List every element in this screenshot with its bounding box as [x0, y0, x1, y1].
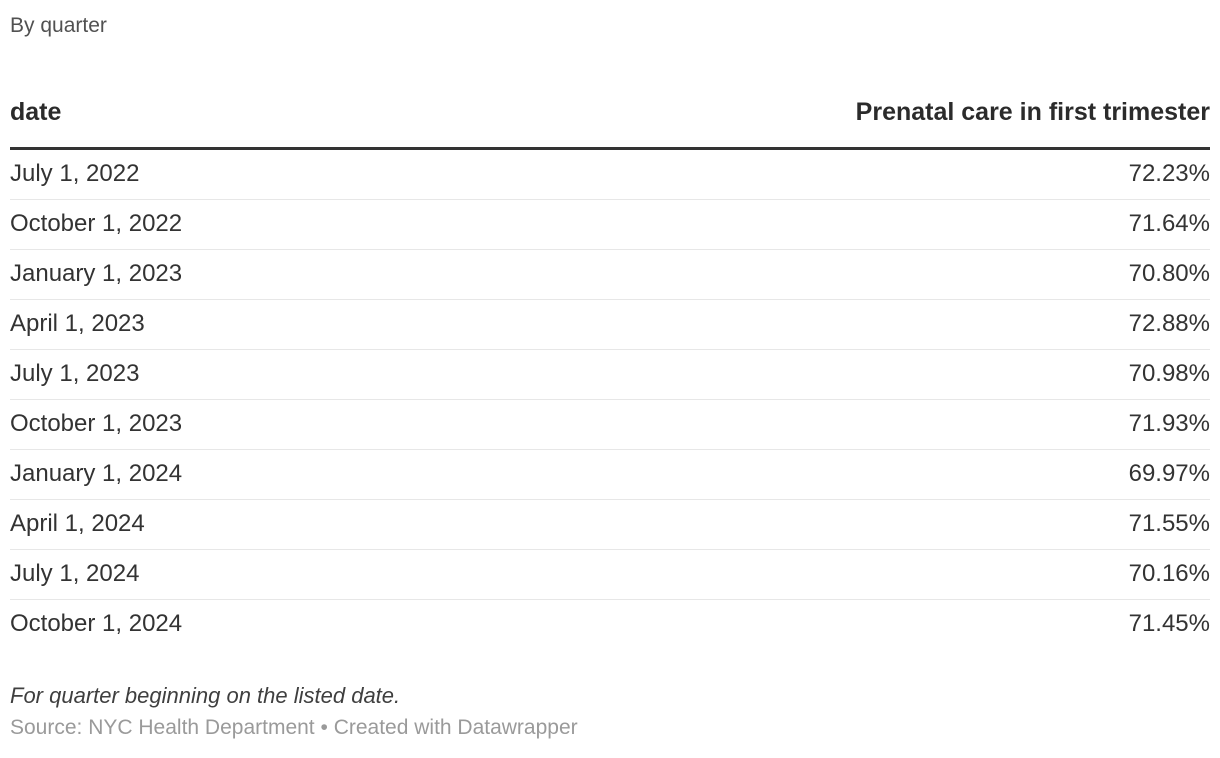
- table-body: July 1, 2022 72.23% October 1, 2022 71.64% J…: [10, 148, 1210, 650]
- table-row: January 1, 2023 70.80%: [10, 249, 1210, 300]
- header-row: date Prenatal care in first trimester: [10, 97, 1210, 150]
- date-cell: October 1, 2024: [10, 610, 183, 637]
- date-cell: January 1, 2023: [10, 249, 610, 300]
- column-header-prenatal-care: Prenatal care in first trimester: [610, 97, 1210, 150]
- source-separator: •: [320, 716, 328, 739]
- value-cell: 71.55%: [610, 499, 1210, 550]
- table-row: April 1, 2024 71.55%: [10, 499, 1210, 550]
- table-row: October 1, 2022 71.64%: [10, 199, 1210, 250]
- table-row: July 1, 2022 72.23%: [10, 148, 1210, 200]
- value-cell: 69.97%: [610, 449, 1210, 500]
- table-row: July 1, 2024 70.16%: [10, 549, 1210, 600]
- value-cell: 71.64%: [610, 199, 1210, 250]
- table-row: October 1, 2024 71.45%: [10, 600, 1210, 650]
- value-cell: 72.23%: [610, 148, 1210, 200]
- value-cell: 71.45%: [1128, 610, 1210, 637]
- table-intro: By quarter: [10, 14, 107, 37]
- table-row: January 1, 2024 69.97%: [10, 449, 1210, 500]
- value-cell: 71.93%: [610, 399, 1210, 450]
- table-row: April 1, 2023 72.88%: [10, 299, 1210, 350]
- table-note: For quarter beginning on the listed date…: [10, 683, 401, 708]
- date-cell: October 1, 2023: [10, 399, 610, 450]
- date-cell: July 1, 2022: [10, 148, 610, 200]
- table-row: October 1, 2023 71.93%: [10, 399, 1210, 450]
- table-header: date Prenatal care in first trimester: [10, 97, 1210, 150]
- source-text: Source: NYC Health Department: [10, 716, 315, 739]
- date-cell: July 1, 2023: [10, 349, 610, 400]
- date-cell: April 1, 2023: [10, 299, 610, 350]
- table-row: July 1, 2023 70.98%: [10, 349, 1210, 400]
- value-cell: 70.98%: [610, 349, 1210, 400]
- column-header-date: date: [10, 97, 610, 150]
- value-cell: 72.88%: [610, 299, 1210, 350]
- date-cell: January 1, 2024: [10, 449, 610, 500]
- source-line: Source: NYC Health Department • Created …: [10, 715, 1210, 740]
- value-cell: 70.80%: [610, 249, 1210, 300]
- value-cell: 70.16%: [610, 549, 1210, 600]
- datawrapper-attribution-link[interactable]: Created with Datawrapper: [333, 716, 578, 739]
- date-cell: July 1, 2024: [10, 549, 610, 600]
- date-cell: October 1, 2022: [10, 199, 610, 250]
- date-cell: April 1, 2024: [10, 499, 610, 550]
- data-table: date Prenatal care in first trimester Ju…: [10, 97, 1210, 649]
